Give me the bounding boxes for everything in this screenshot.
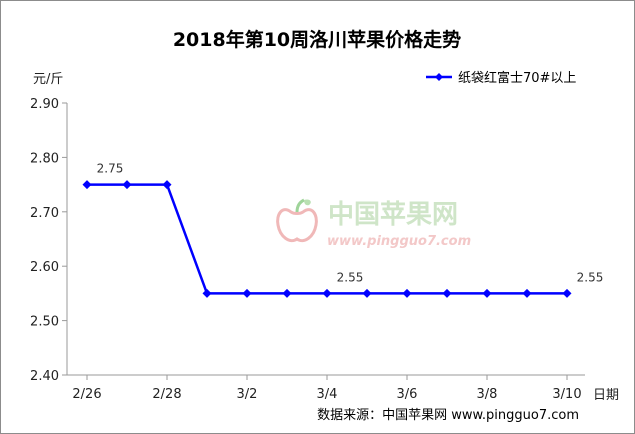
y-tick-label: 2.50 — [30, 315, 59, 330]
data-point — [202, 288, 212, 298]
x-axis-label: 日期 — [593, 388, 619, 403]
apple-logo-icon — [276, 198, 318, 243]
x-axis: 2/26 2/28 3/2 3/4 3/6 3/8 3/10 — [72, 375, 582, 402]
x-tick-label: 3/10 — [552, 387, 581, 402]
chart-title: 2018年第10周洛川苹果价格走势 — [173, 28, 461, 51]
x-tick-label: 2/26 — [72, 387, 101, 402]
series-markers — [82, 180, 572, 298]
x-tick-label: 3/6 — [397, 387, 418, 402]
y-tick-label: 2.40 — [30, 369, 59, 384]
y-tick-label: 2.80 — [30, 151, 59, 166]
x-tick-label: 3/4 — [317, 387, 338, 402]
axis-lines — [66, 103, 585, 376]
data-point — [522, 288, 532, 298]
data-point — [562, 288, 572, 298]
legend: 纸袋红富士70#以上 — [426, 70, 576, 86]
data-label: 2.55 — [577, 270, 604, 284]
data-point — [162, 180, 172, 190]
data-point — [322, 288, 332, 298]
y-tick-label: 2.60 — [30, 260, 59, 275]
x-tick-label: 3/2 — [237, 387, 258, 402]
y-axis: 2.90 2.80 2.70 2.60 2.50 2.40 — [30, 97, 67, 384]
watermark-url: www.pingguo7.com — [327, 234, 471, 249]
data-point — [282, 288, 292, 298]
data-point — [242, 288, 252, 298]
data-label: 2.75 — [97, 162, 124, 176]
data-label: 2.55 — [337, 270, 364, 284]
legend-label: 纸袋红富士70#以上 — [458, 70, 576, 86]
data-point — [362, 288, 372, 298]
data-point — [402, 288, 412, 298]
x-tick-label: 2/28 — [152, 387, 181, 402]
y-tick-label: 2.90 — [30, 97, 59, 112]
y-axis-unit: 元/斤 — [33, 72, 63, 87]
data-point — [482, 288, 492, 298]
watermark-text: 中国苹果网 — [328, 200, 458, 230]
data-point — [122, 180, 132, 190]
legend-marker — [435, 73, 443, 81]
watermark: 中国苹果网 www.pingguo7.com — [276, 198, 471, 249]
x-tick-label: 3/8 — [477, 387, 498, 402]
y-tick-label: 2.70 — [30, 206, 59, 221]
data-point — [82, 180, 92, 190]
data-labels: 2.75 2.55 2.55 — [97, 162, 604, 285]
data-point — [442, 288, 452, 298]
data-source: 数据来源：中国苹果网 www.pingguo7.com — [317, 408, 579, 423]
